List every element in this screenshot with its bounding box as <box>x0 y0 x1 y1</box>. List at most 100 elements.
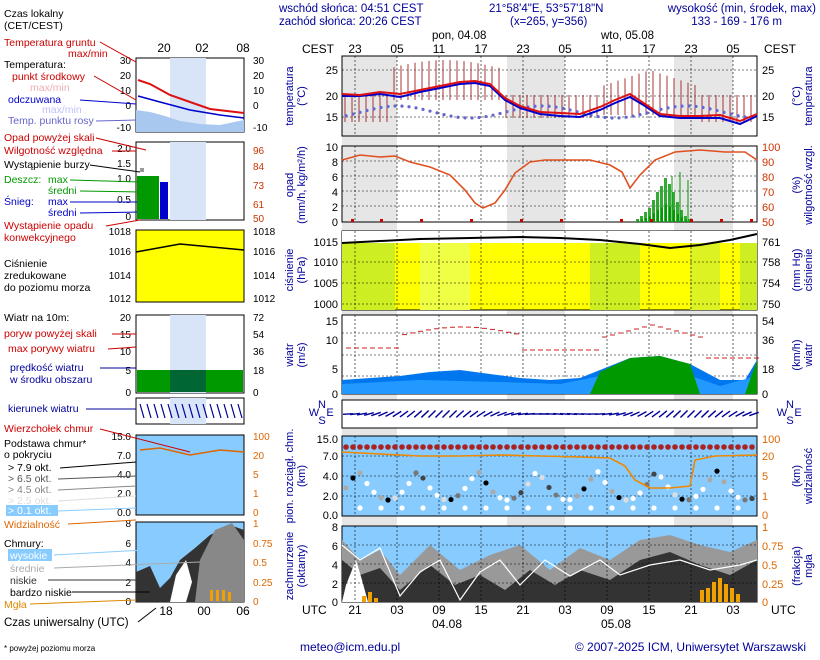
temp-dew-dot <box>477 115 481 120</box>
legend-gust-max: max porywy wiatru <box>8 343 95 355</box>
cloudbase-base-dot <box>511 495 517 501</box>
wind-axis-title-l2: (m/s) <box>296 342 308 367</box>
precip-conv-dot <box>351 219 354 222</box>
temp-dew-dot <box>505 110 509 114</box>
legend-winddir-arrow <box>174 403 180 419</box>
precip-rain-mid <box>645 218 647 222</box>
legend-axis-ax_pres_l-1: 1016 <box>109 247 132 258</box>
legend-axis-ax_cl_r-4: 0 <box>253 597 259 608</box>
cest-hour-3: 17 <box>474 42 488 56</box>
cloudbase-base-dot <box>560 496 566 502</box>
legend-axis-ax_prec_l-1: 1.5 <box>117 159 131 170</box>
cloudbase-top-dot <box>693 444 699 450</box>
cloudbase-top-dot <box>364 444 370 450</box>
cloudbase-top-dot <box>385 444 391 450</box>
legend-winddir-arrow <box>195 403 201 419</box>
cloudbase-top-dots <box>343 444 755 450</box>
legend-axis-ax_prec_r-1: 84 <box>253 162 265 173</box>
cloudbase-top-dot <box>413 444 419 450</box>
legend-temp-felt-maxmin: max/min <box>42 104 82 116</box>
legend-axis-ax_wind_r-0: 72 <box>253 313 265 324</box>
cl-axis-title-l2: (oktanty) <box>296 545 308 588</box>
wind-gusts <box>346 324 759 359</box>
cloudbase-base-dot <box>490 489 496 495</box>
temp-dew-dot <box>484 114 488 119</box>
precip-rain-bar <box>640 216 643 222</box>
temp-dew-dot <box>708 107 712 111</box>
cloudbase-low-dot <box>735 505 741 511</box>
legend-pressure1: Ciśnienie <box>4 258 47 270</box>
cloudbase-base-dot <box>525 481 531 487</box>
temp-axis-title-r1: (°C) <box>791 86 803 106</box>
sunset-text: zachód słońca: 20:26 CEST <box>279 16 422 28</box>
precip-rain-bar <box>660 186 663 222</box>
temp-dew-dot <box>491 113 495 117</box>
cloudbase-base-dot <box>721 479 727 485</box>
cloudbase-top-dot <box>672 444 678 450</box>
precip-conv-dot <box>520 219 523 222</box>
precip-rain-bar <box>652 200 655 222</box>
footer-email[interactable]: meteo@icm.edu.pl <box>300 640 400 654</box>
temp-dew-dot <box>554 105 558 109</box>
legend-axis-ax_cl_r-3: 0.25 <box>253 578 273 589</box>
temp-dew-dot <box>722 110 726 114</box>
cloudbase-low-dot <box>357 505 363 511</box>
precip-rain-mid <box>673 210 675 222</box>
legend-snow-max: max <box>48 196 69 208</box>
winddir-arrow <box>728 410 738 418</box>
winddir-arrow <box>420 410 430 418</box>
cloudbase-base-dot <box>504 497 510 503</box>
cloudbase-low-dot <box>399 505 405 511</box>
wind-speed-green <box>590 356 700 394</box>
precip-rain-bar <box>676 202 679 222</box>
axis-wind-l-0: 15 <box>326 316 338 328</box>
pressure-tint <box>740 243 757 310</box>
cloudbase-top-dot <box>707 444 713 450</box>
temp-dew-dot <box>414 106 418 110</box>
clouds-fog-bar <box>718 578 722 602</box>
legend-axis-ax_temp_r-3: 0 <box>253 101 259 112</box>
legend-precip-night <box>170 142 206 220</box>
legend-winddir-arrow <box>223 403 229 419</box>
legend-snow-mid: średni <box>48 207 77 219</box>
axis-wind-r-1: 36 <box>762 335 774 347</box>
compass-n-right: N <box>786 399 794 411</box>
winddir-arrow <box>714 410 724 418</box>
cloudbase-top-dot <box>623 444 629 450</box>
cloudbase-top-dot <box>679 444 685 450</box>
wind-speed-green2 <box>745 360 757 394</box>
winddir-arrow <box>637 411 647 417</box>
winddir-panel <box>341 399 759 429</box>
cloudbase-base-dot <box>427 485 433 491</box>
legend-axes: 3020100-103020100-102.01.51.00.509684736… <box>109 56 276 608</box>
cest-hour-4: 23 <box>516 42 530 56</box>
utc-hour-8: 21 <box>684 603 698 617</box>
cloudbase-top-dot <box>665 444 671 450</box>
main-panels <box>341 55 759 603</box>
temp-felt-line <box>342 81 758 126</box>
cloudbase-base-dot <box>420 475 426 481</box>
winddir-arrow <box>686 409 696 419</box>
legend-axis-ax_prec_r-2: 73 <box>253 181 265 192</box>
cloudbase-base-dot <box>637 490 643 496</box>
legend-utc-06: 06 <box>236 604 250 618</box>
utc-hour-5: 03 <box>558 603 572 617</box>
cloudbase-base-dot <box>679 496 685 502</box>
cloudbase-top-dot <box>742 444 748 450</box>
temp-dew-dot <box>561 106 565 110</box>
legend-winddir-arrow <box>202 403 208 419</box>
legend-rain: Deszcz: <box>4 174 41 186</box>
cloudbase-base-dot <box>609 488 615 495</box>
winddir-arrow <box>700 410 710 418</box>
axis-prec-r-2: 80 <box>762 172 774 184</box>
legend-axis-ax_cl_l-1: 6 <box>125 539 131 550</box>
legend-winddir-arrow <box>237 403 243 419</box>
cloudbase-low-dot <box>609 505 615 511</box>
cloudbase-base-dot <box>350 475 356 481</box>
cloudbase-top-dot <box>749 444 755 450</box>
axis-prec-r-3: 70 <box>762 187 774 199</box>
legend-okt-25: > 2.5 okt. <box>8 495 52 507</box>
legend-leaders <box>29 41 201 623</box>
cloudbase-top-dot <box>546 444 552 450</box>
